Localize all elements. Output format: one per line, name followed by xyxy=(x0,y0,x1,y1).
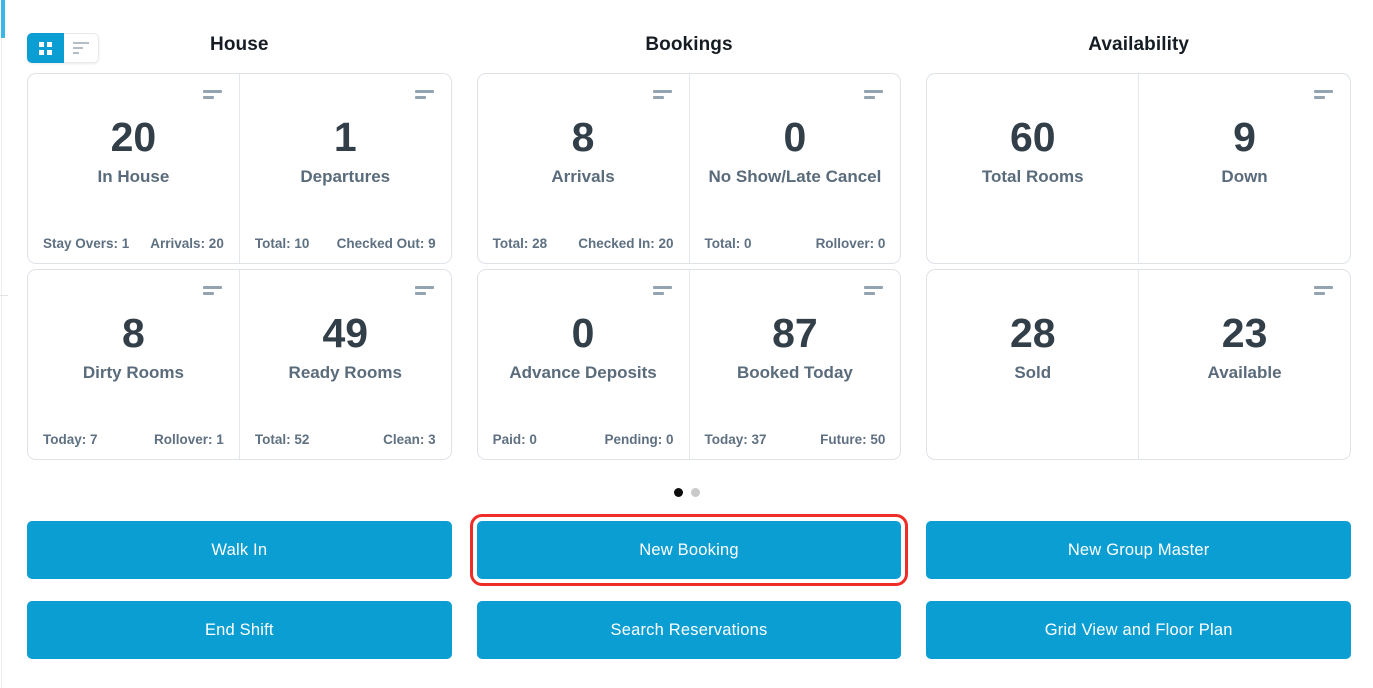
card-menu-icon[interactable] xyxy=(651,88,674,101)
card-row: 8 Dirty Rooms Today: 7 Rollover: 1 49 Re… xyxy=(27,269,452,460)
stat-footer-right: Rollover: 0 xyxy=(815,236,886,251)
section-title-bookings: Bookings xyxy=(645,34,733,55)
card-row: 20 In House Stay Overs: 1 Arrivals: 20 1… xyxy=(27,73,452,264)
stat-label: Total Rooms xyxy=(981,166,1084,186)
stat-footer-left: Total: 52 xyxy=(254,432,310,447)
stat-footer-left: Today: 37 xyxy=(704,432,767,447)
stat-footer-left: Total: 10 xyxy=(254,236,310,251)
card-menu-icon[interactable] xyxy=(413,88,436,101)
card-menu-icon[interactable] xyxy=(1312,284,1335,297)
card-menu-icon[interactable] xyxy=(862,284,885,297)
stat-value: 8 xyxy=(122,310,145,357)
new-booking-button[interactable]: New Booking xyxy=(469,514,909,586)
stat-label: Booked Today xyxy=(736,362,853,382)
stat-card-in-house[interactable]: 20 In House Stay Overs: 1 Arrivals: 20 xyxy=(28,74,240,263)
grid-view-button[interactable] xyxy=(27,33,64,63)
stat-footer-left: Total: 0 xyxy=(704,236,752,251)
stat-card-no-show[interactable]: 0 No Show/Late Cancel Total: 0 Rollover:… xyxy=(690,74,901,263)
stat-value: 1 xyxy=(333,114,357,161)
group-availability: 60 Total Rooms 9 Down 28 Sold 23 Availab… xyxy=(926,73,1351,460)
stat-value: 49 xyxy=(322,310,369,357)
stat-value: 8 xyxy=(571,114,595,161)
card-row: 8 Arrivals Total: 28 Checked In: 20 0 No… xyxy=(476,73,902,264)
stat-footer-right: Checked In: 20 xyxy=(578,236,674,251)
stat-label: In House xyxy=(97,166,170,186)
left-blue-bar xyxy=(1,0,5,38)
group-bookings: 8 Arrivals Total: 28 Checked In: 20 0 No… xyxy=(476,73,902,460)
stat-footer-right: Clean: 3 xyxy=(383,432,436,447)
stat-card-departures[interactable]: 1 Departures Total: 10 Checked Out: 9 xyxy=(240,74,451,263)
grid-icon xyxy=(39,41,52,55)
stat-card-arrivals[interactable]: 8 Arrivals Total: 28 Checked In: 20 xyxy=(478,74,690,263)
card-row: 28 Sold 23 Available xyxy=(926,269,1351,460)
stat-label: Dirty Rooms xyxy=(82,362,184,382)
end-shift-button[interactable]: End Shift xyxy=(27,601,452,659)
stat-value: 60 xyxy=(1009,114,1056,161)
carousel-pagination xyxy=(0,487,1373,497)
card-row: 0 Advance Deposits Paid: 0 Pending: 0 87… xyxy=(476,269,902,460)
stat-label: Ready Rooms xyxy=(288,362,402,382)
section-titles-row: House Bookings Availability xyxy=(0,0,1373,73)
stat-card-down[interactable]: 9 Down xyxy=(1139,74,1350,263)
stat-value: 9 xyxy=(1233,114,1256,161)
panel-edge-tick xyxy=(0,295,8,296)
stat-label: Arrivals xyxy=(551,166,615,186)
stat-label: Down xyxy=(1221,166,1268,186)
group-house: 20 In House Stay Overs: 1 Arrivals: 20 1… xyxy=(27,73,452,460)
grid-view-floor-plan-button[interactable]: Grid View and Floor Plan xyxy=(926,601,1351,659)
stat-footer-left: Paid: 0 xyxy=(492,432,537,447)
new-group-master-button[interactable]: New Group Master xyxy=(926,521,1351,579)
walk-in-button[interactable]: Walk In xyxy=(27,521,452,579)
stat-footer-right: Arrivals: 20 xyxy=(150,236,224,251)
card-menu-icon[interactable] xyxy=(651,284,674,297)
stat-label: Departures xyxy=(300,166,391,186)
stat-label: Advance Deposits xyxy=(509,362,657,382)
page-dot-1[interactable] xyxy=(673,487,683,497)
card-menu-icon[interactable] xyxy=(1312,88,1335,101)
stat-value: 87 xyxy=(772,310,818,357)
stat-card-advance-deposits[interactable]: 0 Advance Deposits Paid: 0 Pending: 0 xyxy=(478,270,690,459)
card-menu-icon[interactable] xyxy=(201,284,224,297)
stat-value: 23 xyxy=(1221,310,1268,357)
card-menu-icon[interactable] xyxy=(201,88,224,101)
list-view-button[interactable] xyxy=(64,33,99,63)
action-buttons: Walk In New Booking New Group Master End… xyxy=(0,514,1373,659)
stat-card-ready-rooms[interactable]: 49 Ready Rooms Total: 52 Clean: 3 xyxy=(240,270,451,459)
stat-footer-right: Pending: 0 xyxy=(604,432,674,447)
stat-label: No Show/Late Cancel xyxy=(708,166,882,186)
page-dot-2[interactable] xyxy=(690,487,700,497)
list-icon xyxy=(73,42,89,54)
stat-card-booked-today[interactable]: 87 Booked Today Today: 37 Future: 50 xyxy=(690,270,901,459)
card-menu-icon[interactable] xyxy=(413,284,436,297)
section-title-house: House xyxy=(210,34,269,55)
card-menu-icon[interactable] xyxy=(862,88,885,101)
stat-footer-left: Today: 7 xyxy=(43,432,98,447)
stat-value: 20 xyxy=(110,114,157,161)
stat-label: Available xyxy=(1207,362,1282,382)
stat-footer-left: Stay Overs: 1 xyxy=(43,236,130,251)
stat-groups-row: 20 In House Stay Overs: 1 Arrivals: 20 1… xyxy=(0,73,1373,460)
panel-edge-line xyxy=(1,0,2,688)
stat-footer-right: Rollover: 1 xyxy=(154,432,224,447)
stat-card-dirty-rooms[interactable]: 8 Dirty Rooms Today: 7 Rollover: 1 xyxy=(28,270,240,459)
stat-label: Sold xyxy=(1014,362,1052,382)
card-row: 60 Total Rooms 9 Down xyxy=(926,73,1351,264)
stat-value: 0 xyxy=(783,114,807,161)
stat-footer-right: Future: 50 xyxy=(820,432,886,447)
stat-card-total-rooms[interactable]: 60 Total Rooms xyxy=(927,74,1140,263)
view-toggle xyxy=(27,33,99,63)
search-reservations-button[interactable]: Search Reservations xyxy=(476,601,902,659)
section-title-availability: Availability xyxy=(1088,34,1190,55)
stat-card-available[interactable]: 23 Available xyxy=(1139,270,1350,459)
stat-card-sold[interactable]: 28 Sold xyxy=(927,270,1140,459)
stat-value: 0 xyxy=(571,310,595,357)
stat-footer-left: Total: 28 xyxy=(492,236,548,251)
stat-value: 28 xyxy=(1009,310,1056,357)
stat-footer-right: Checked Out: 9 xyxy=(336,236,436,251)
